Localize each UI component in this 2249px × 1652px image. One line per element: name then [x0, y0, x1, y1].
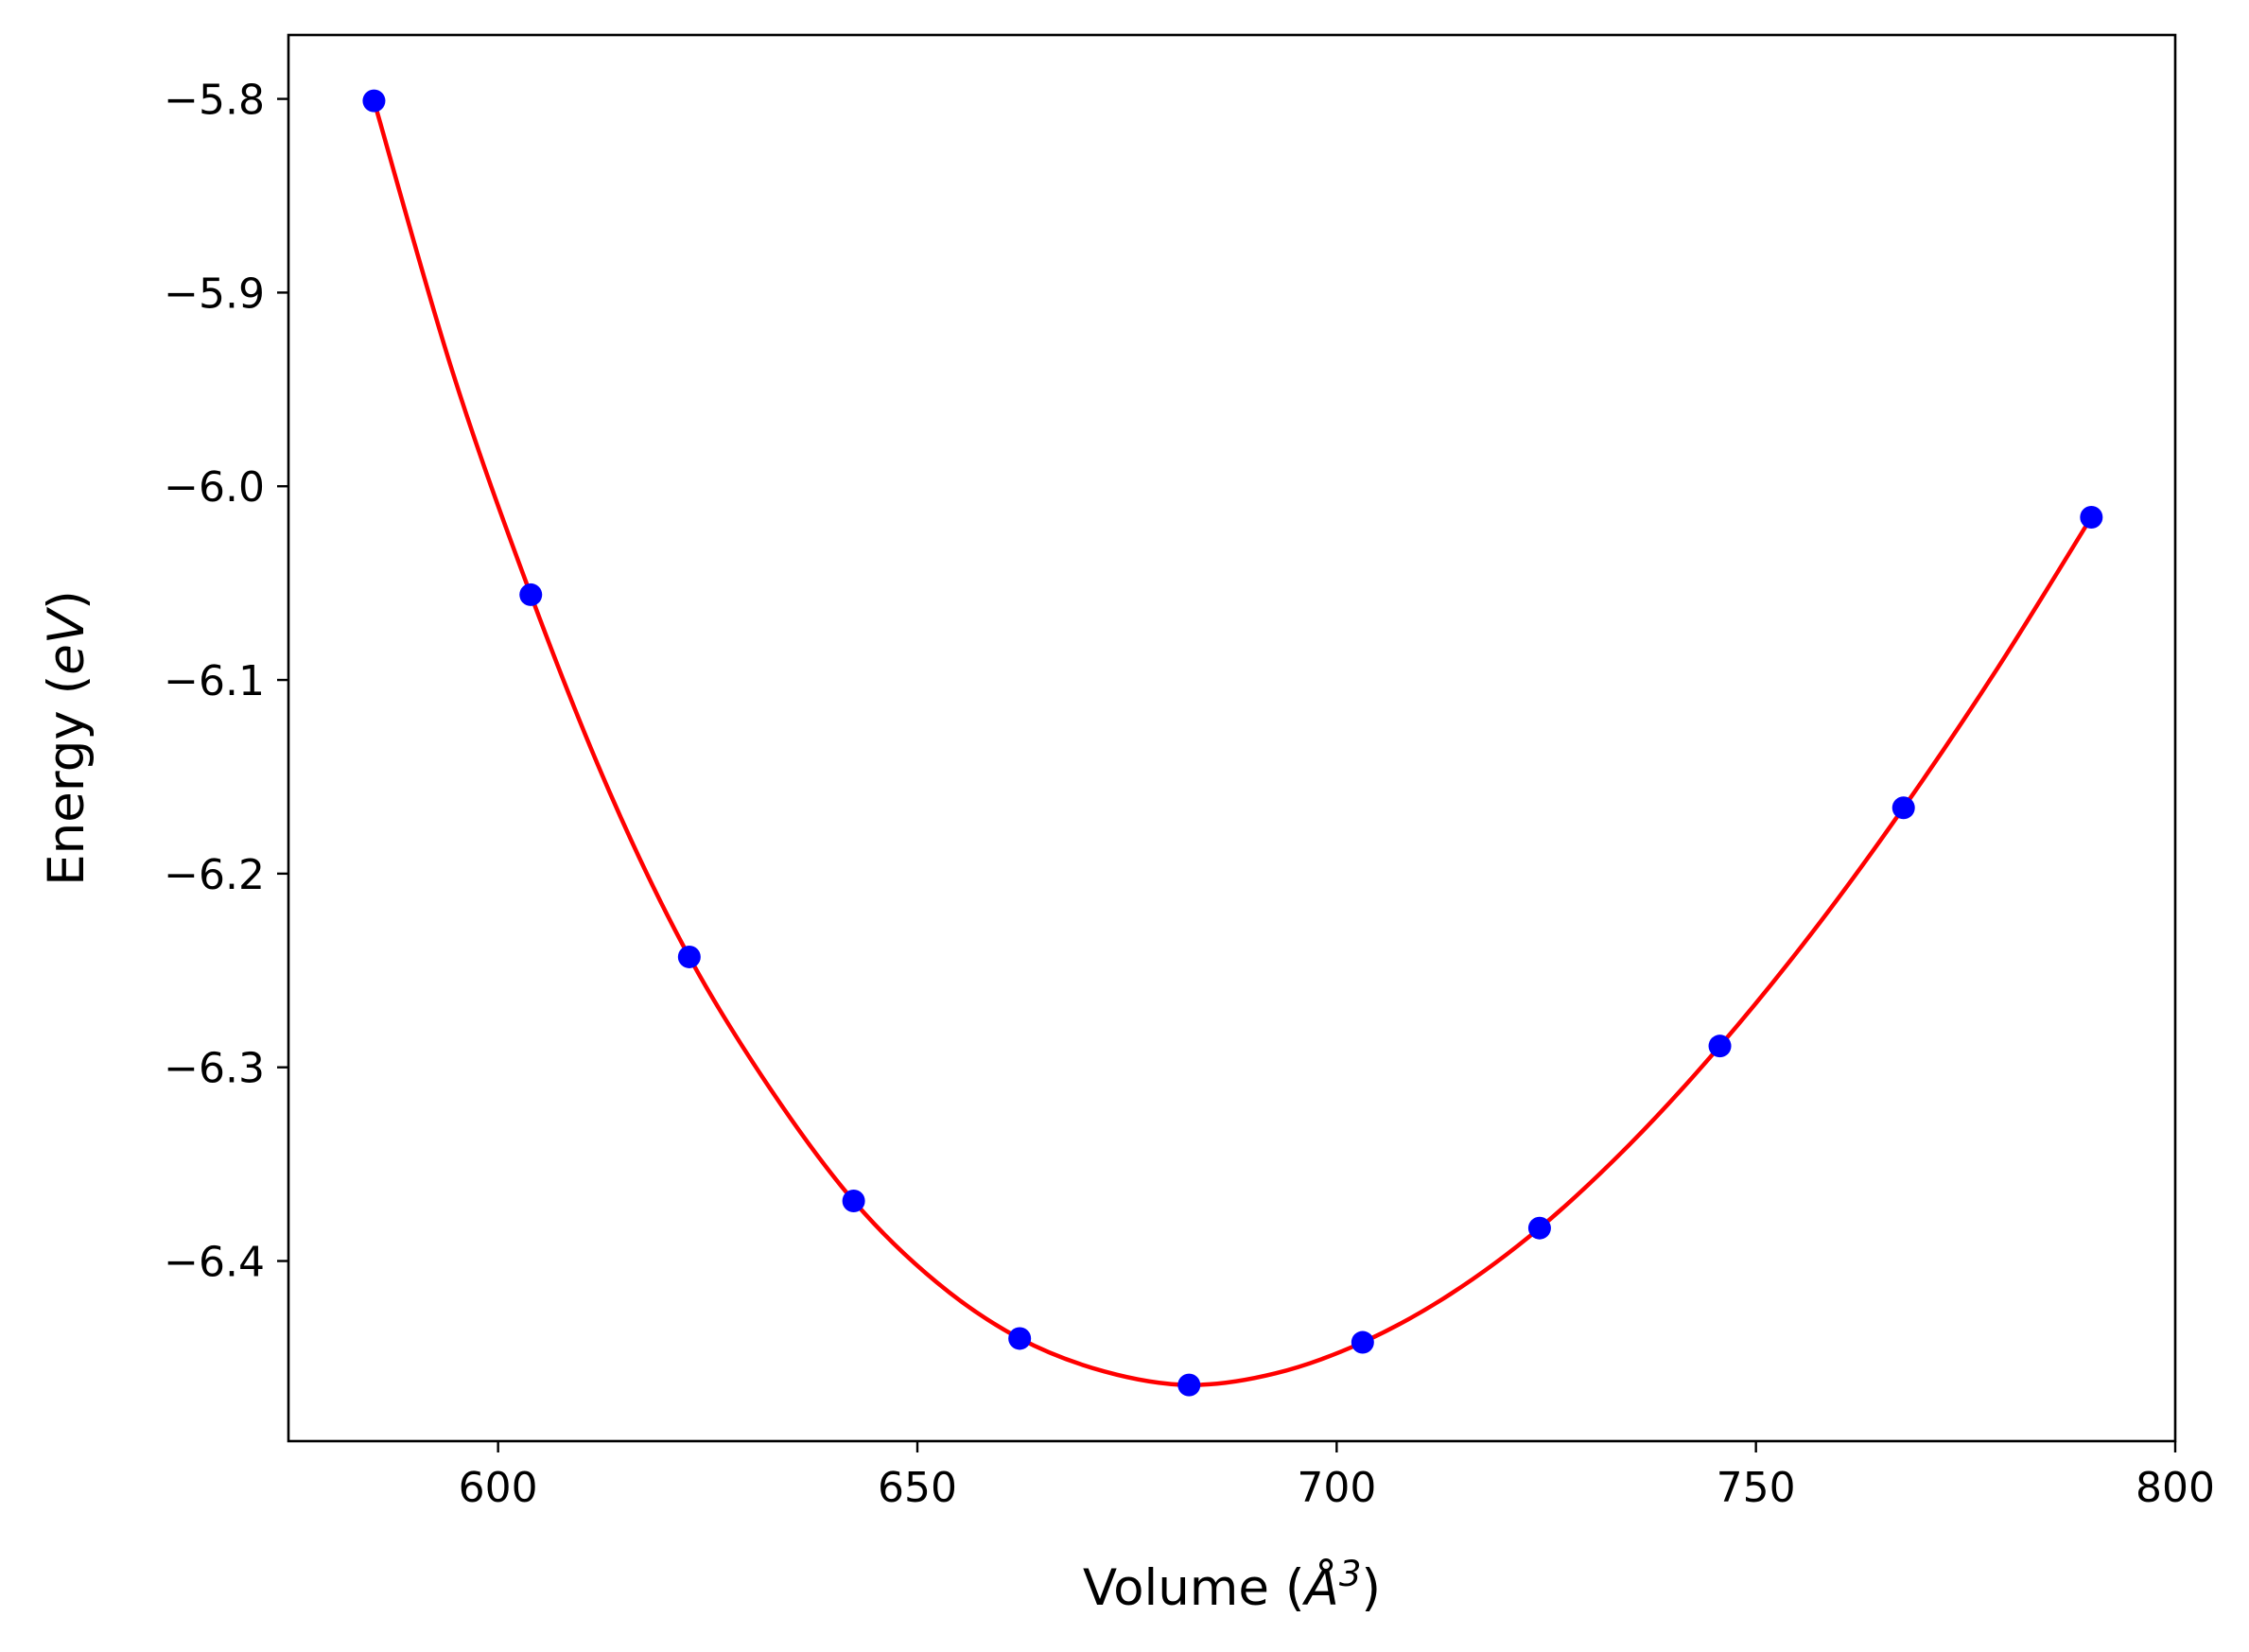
plot-area: [288, 35, 2175, 1441]
data-points-layer: [362, 89, 2103, 1397]
x-axis-label: Volume (Å3): [1083, 1554, 1381, 1617]
y-tick-label: −5.9: [164, 270, 265, 318]
y-tick-label: −6.1: [164, 657, 265, 705]
data-point: [1008, 1327, 1032, 1350]
x-tick-label: 650: [878, 1464, 957, 1512]
x-tick-label: 700: [1297, 1464, 1376, 1512]
plot-frame: [287, 33, 2177, 1443]
data-point: [842, 1190, 865, 1213]
y-axis-label: Energy (eV): [38, 590, 96, 886]
x-tick-label: 600: [459, 1464, 538, 1512]
data-point: [519, 583, 543, 606]
x-tick-label: 800: [2136, 1464, 2215, 1512]
y-tick-label: −5.8: [164, 77, 265, 125]
fit-curve-layer: [372, 99, 2094, 1387]
y-tick-label: −6.4: [164, 1239, 265, 1287]
data-point: [1708, 1035, 1732, 1058]
data-point: [1892, 796, 1915, 820]
y-tick-label: −6.3: [164, 1045, 265, 1093]
data-point: [2080, 506, 2103, 530]
x-tick-label: 750: [1717, 1464, 1796, 1512]
data-point: [677, 945, 701, 968]
y-axis: −5.8 −5.9 −6.0 −6.1 −6.2 −6.3 −6.4: [164, 77, 288, 1287]
y-tick-label: −6.2: [164, 851, 265, 899]
data-point: [1351, 1330, 1374, 1354]
data-point: [362, 89, 386, 113]
x-axis: 600 650 700 750 800: [459, 1441, 2215, 1512]
data-point: [1527, 1216, 1551, 1240]
fit-curve: [372, 99, 2094, 1387]
data-point: [1177, 1373, 1201, 1397]
y-tick-label: −6.0: [164, 463, 265, 512]
